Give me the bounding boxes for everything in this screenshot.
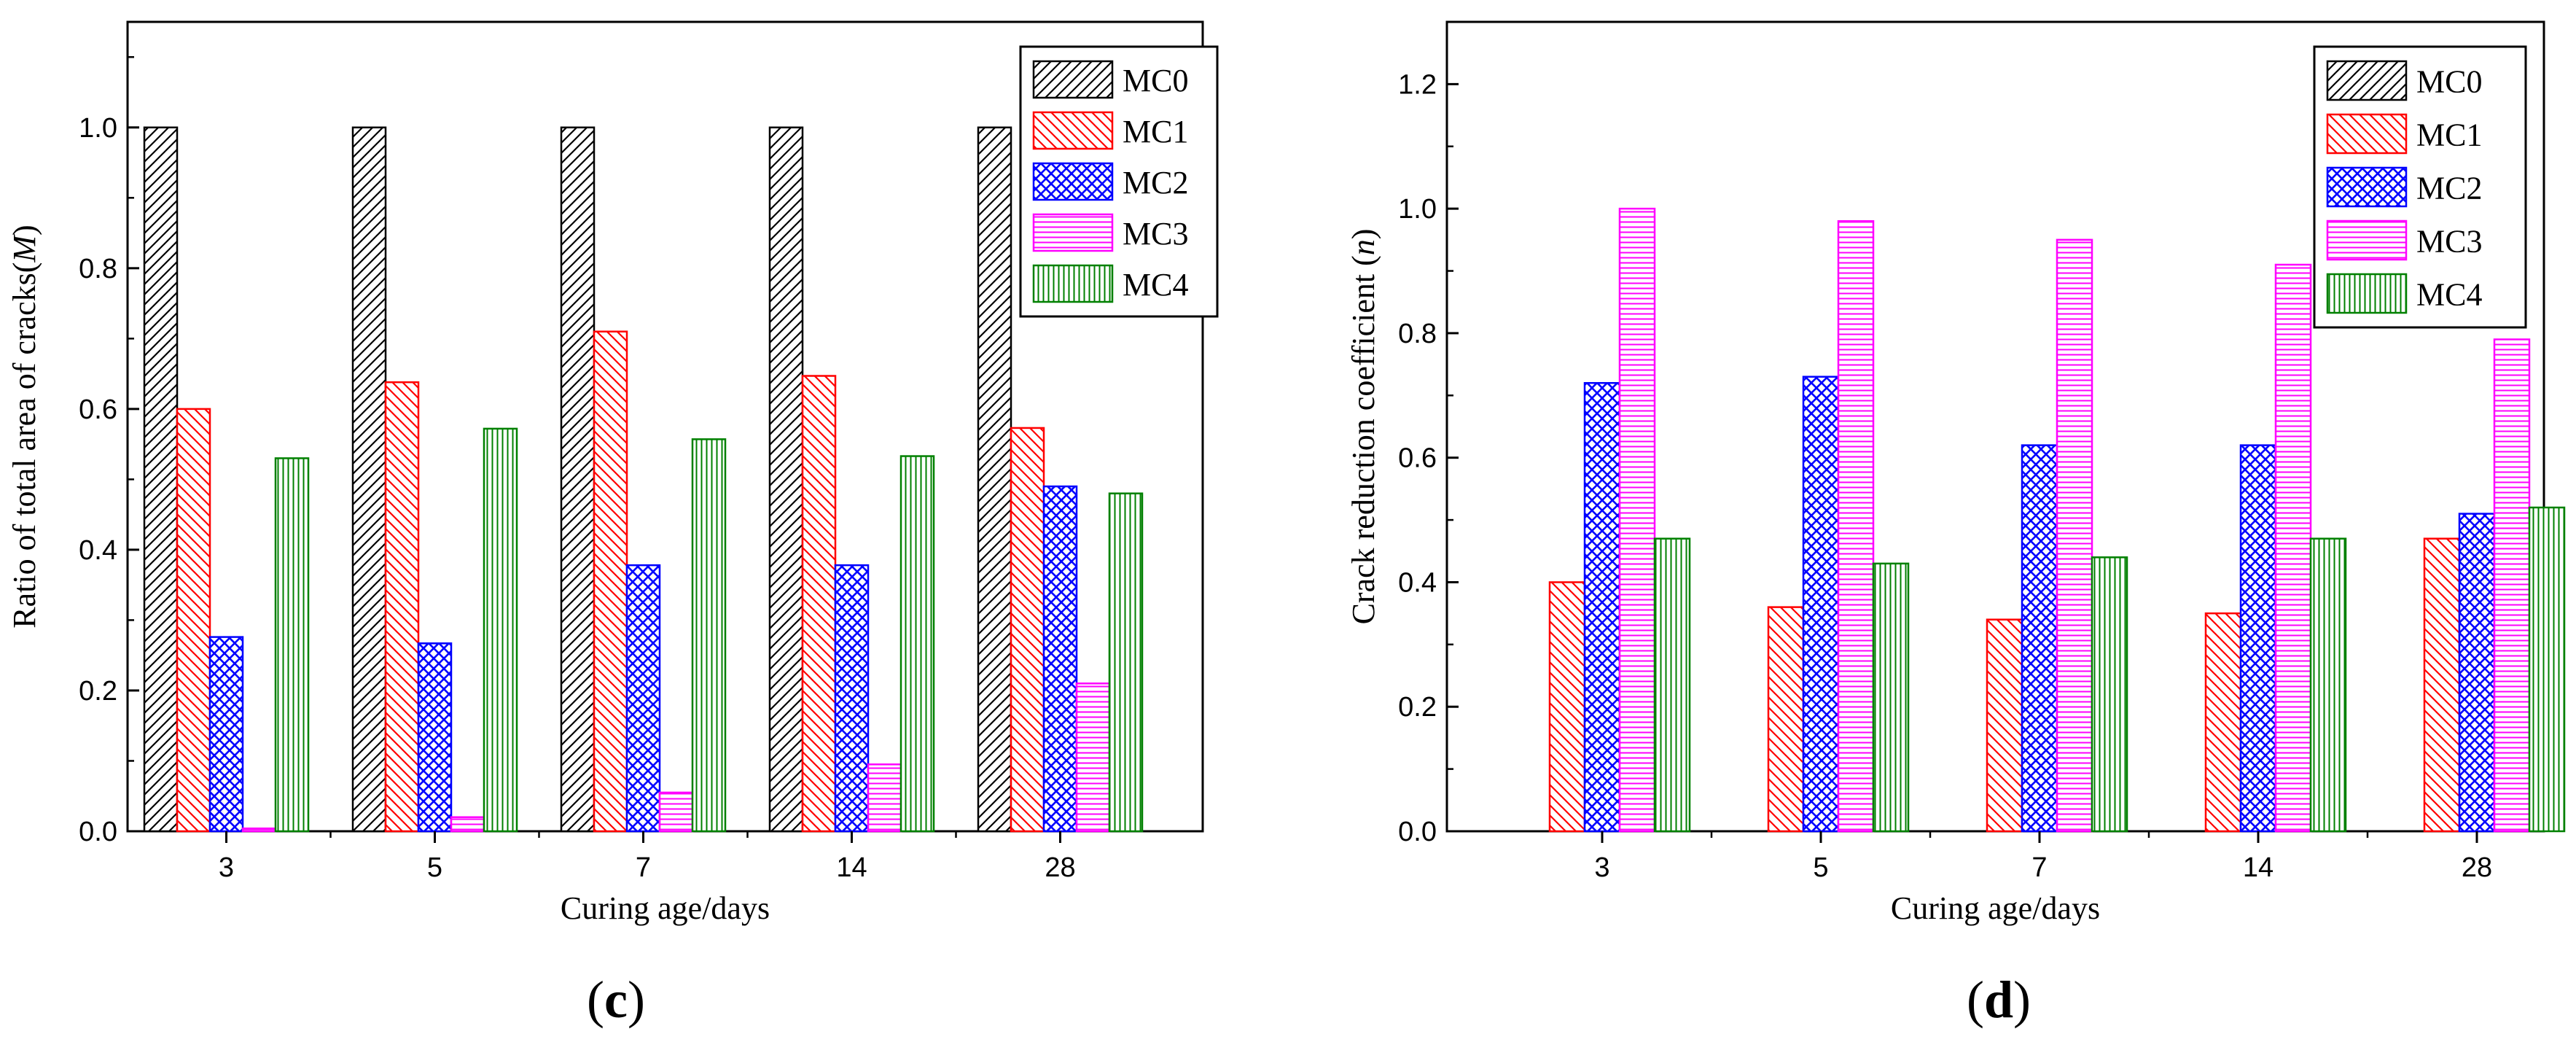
legend-label-mc3: MC3 [2416, 224, 2482, 260]
legend-label-mc1: MC1 [2416, 117, 2482, 153]
y-tick-label: 0.0 [1398, 817, 1437, 847]
bar-mc2-28 [1042, 485, 1078, 833]
bar-mc1-7 [1986, 618, 2023, 833]
y-tick-label: 1.2 [1398, 69, 1437, 100]
x-tick-label: 14 [2243, 852, 2273, 883]
bar-mc2-14 [834, 564, 870, 833]
panel-label: (c) [587, 971, 645, 1029]
legend-swatch-mc1 [2326, 113, 2408, 155]
legend-label-mc0: MC0 [1123, 63, 1188, 98]
bar-mc0-3 [143, 126, 179, 833]
legend-label-mc3: MC3 [1123, 216, 1188, 252]
legend-label-mc4: MC4 [1123, 267, 1188, 303]
bar-mc4-7 [2091, 556, 2128, 833]
y-axis-label: Crack reduction coefficient (n) [1346, 229, 1381, 625]
legend-label-mc4: MC4 [2416, 277, 2482, 313]
y-tick-label: 0.0 [79, 817, 117, 847]
x-tick-label: 7 [636, 852, 651, 883]
chart-d: 0.0 0.2 0.4 0.6 0.8 1.0 1.2 3 5 7 14 28 Curing age/d… [1346, 20, 2566, 1029]
y-tick-label: 1.0 [1398, 194, 1437, 225]
bar-mc4-5 [1872, 562, 1910, 833]
bar-mc1-28 [1010, 427, 1045, 833]
y-tick-label: 0.8 [79, 254, 117, 284]
bar-mc2-14 [2239, 444, 2277, 833]
bar-mc0-7 [560, 126, 596, 833]
bar-mc2-3 [208, 636, 244, 833]
legend-swatch-mc4 [1032, 264, 1114, 303]
y-tick-label: 0.8 [1398, 319, 1437, 349]
bar-mc0-14 [768, 126, 804, 833]
legend-swatch-mc3 [1032, 213, 1114, 252]
bar-mc1-3 [176, 408, 211, 833]
legend-label-mc1: MC1 [1123, 114, 1188, 149]
bar-mc3-28 [2493, 338, 2531, 833]
bar-mc4-14 [2309, 537, 2347, 833]
bar-mc1-5 [1767, 606, 1805, 833]
bar-mc4-7 [691, 438, 727, 833]
x-tick-label: 14 [836, 852, 867, 883]
legend-swatch-mc4 [2326, 273, 2408, 314]
bar-mc3-28 [1075, 682, 1111, 833]
x-tick-label: 28 [1045, 852, 1075, 883]
legend-swatch-mc1 [1032, 111, 1114, 150]
bar-mc0-28 [977, 126, 1012, 833]
legend-label-mc2: MC2 [1123, 165, 1188, 201]
y-tick-label: 0.2 [1398, 692, 1437, 723]
bar-mc0-5 [351, 126, 387, 833]
bar-mc3-5 [450, 816, 485, 833]
x-tick-label: 5 [1813, 852, 1828, 883]
y-tick-label: 0.6 [79, 394, 117, 425]
x-tick-label: 3 [219, 852, 234, 883]
bar-mc4-3 [274, 457, 310, 833]
bar-mc1-14 [2204, 612, 2242, 833]
y-tick-label: 0.4 [79, 535, 117, 566]
bar-mc1-14 [801, 375, 837, 833]
x-axis-label: Curing age/days [1891, 890, 2100, 926]
bar-mc3-7 [2056, 238, 2093, 833]
panel-label: (d) [1967, 971, 2031, 1029]
bar-mc2-7 [2021, 444, 2058, 833]
bar-mc2-28 [2458, 513, 2496, 833]
legend-swatch-mc2 [1032, 162, 1114, 201]
bar-mc4-5 [483, 427, 518, 833]
bar-mc4-3 [1653, 537, 1691, 833]
legend-label-mc2: MC2 [2416, 171, 2482, 206]
x-tick-label: 28 [2462, 852, 2492, 883]
bar-mc3-14 [867, 763, 902, 833]
chart-c: 0.0 0.2 0.4 0.6 0.8 1.0 3 5 7 14 28 Curing age/days… [7, 20, 1219, 1029]
bar-mc2-7 [625, 564, 661, 833]
y-axis-label: Ratio of total area of cracks(M) [7, 225, 42, 628]
bar-mc3-14 [2274, 263, 2312, 833]
x-tick-label: 7 [2031, 852, 2047, 883]
bar-mc4-14 [899, 455, 935, 833]
bar-mc1-5 [384, 381, 420, 833]
bar-mc3-7 [658, 791, 694, 833]
x-axis-label: Curing age/days [561, 890, 770, 926]
legend-swatch-mc3 [2326, 219, 2408, 261]
legend-label-mc0: MC0 [2416, 64, 2482, 100]
x-tick-label: 3 [1594, 852, 1609, 883]
bar-mc2-5 [417, 642, 453, 833]
bar-mc2-3 [1583, 381, 1621, 833]
y-tick-label: 0.6 [1398, 443, 1437, 474]
bar-mc3-3 [241, 827, 277, 833]
legend-swatch-mc2 [2326, 166, 2408, 208]
y-tick-label: 0.2 [79, 676, 117, 707]
bar-mc1-28 [2423, 537, 2461, 833]
y-tick-label: 1.0 [79, 113, 117, 144]
bar-mc1-7 [593, 330, 628, 833]
bar-mc1-3 [1548, 581, 1586, 833]
bar-mc4-28 [2528, 506, 2566, 833]
legend-swatch-mc0 [2326, 60, 2408, 101]
bar-mc3-3 [1618, 207, 1656, 833]
bar-mc4-28 [1108, 492, 1144, 833]
bar-mc2-5 [1802, 376, 1840, 833]
bar-mc3-5 [1837, 219, 1875, 833]
legend-swatch-mc0 [1032, 60, 1114, 99]
y-tick-label: 0.4 [1398, 567, 1437, 598]
x-tick-label: 5 [427, 852, 442, 883]
